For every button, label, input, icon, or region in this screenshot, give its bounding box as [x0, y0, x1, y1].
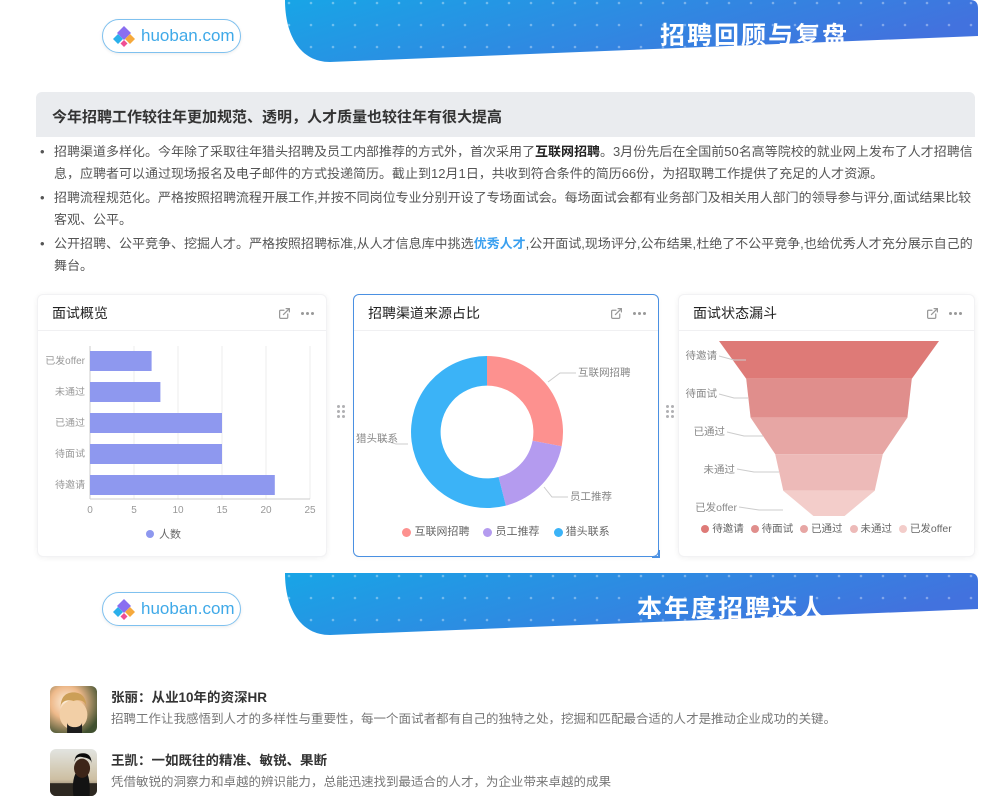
svg-text:人数: 人数 — [159, 529, 181, 541]
svg-text:已通过: 已通过 — [694, 426, 726, 438]
svg-text:待面试: 待面试 — [55, 448, 85, 460]
svg-text:互联网招聘: 互联网招聘 — [578, 367, 631, 379]
svg-text:已发offer: 已发offer — [45, 355, 85, 367]
svg-text:已发offer: 已发offer — [695, 501, 737, 514]
svg-text:5: 5 — [131, 505, 137, 516]
svg-text:25: 25 — [304, 505, 316, 516]
svg-text:10: 10 — [172, 505, 184, 516]
svg-text:未通过: 未通过 — [704, 464, 736, 476]
svg-text:0: 0 — [87, 505, 93, 516]
svg-text:待邀请: 待邀请 — [686, 349, 718, 362]
svg-text:未通过: 未通过 — [55, 386, 85, 398]
svg-text:猎头联系: 猎头联系 — [356, 433, 398, 445]
svg-text:15: 15 — [216, 505, 228, 516]
svg-text:已通过: 已通过 — [55, 417, 85, 429]
svg-text:员工推荐: 员工推荐 — [570, 491, 612, 503]
svg-text:20: 20 — [260, 505, 272, 516]
svg-text:待邀请: 待邀请 — [55, 479, 85, 491]
svg-text:待面试: 待面试 — [686, 387, 718, 400]
